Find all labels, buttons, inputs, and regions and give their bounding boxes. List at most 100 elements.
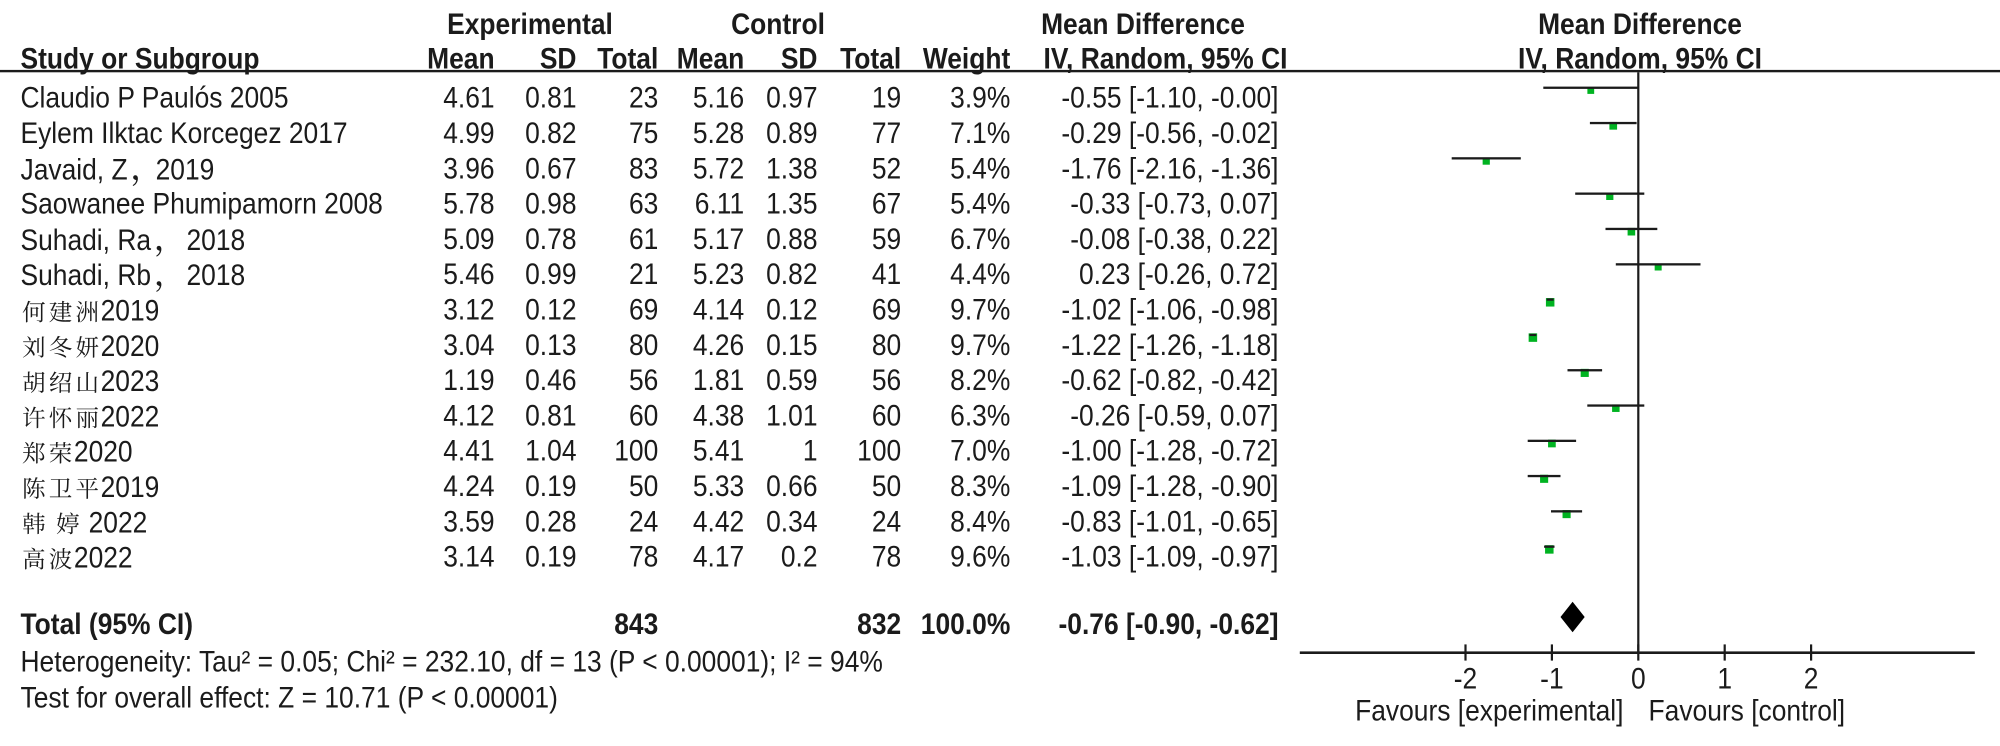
- svg-text:5.28: 5.28: [693, 117, 744, 150]
- svg-text:4.38: 4.38: [693, 399, 744, 432]
- svg-text:-1.00 [-1.28, -0.72]: -1.00 [-1.28, -0.72]: [1061, 434, 1278, 467]
- svg-text:1.81: 1.81: [693, 364, 744, 397]
- svg-text:-1.76 [-2.16, -1.36]: -1.76 [-2.16, -1.36]: [1061, 152, 1278, 185]
- svg-text:Test for overall effect: Z = 1: Test for overall effect: Z = 10.71 (P < …: [21, 681, 558, 714]
- svg-text:Experimental: Experimental: [447, 8, 613, 41]
- svg-text:Suhadi, Rb: Suhadi, Rb: [21, 259, 152, 292]
- svg-text:-0.83 [-1.01, -0.65]: -0.83 [-1.01, -0.65]: [1061, 505, 1278, 538]
- svg-text:9.7%: 9.7%: [950, 293, 1010, 326]
- svg-text:5.41: 5.41: [693, 434, 744, 467]
- svg-text:83: 83: [629, 152, 658, 185]
- svg-text:24: 24: [872, 505, 901, 538]
- svg-text:0.19: 0.19: [525, 540, 576, 573]
- svg-text:-1.09 [-1.28, -0.90]: -1.09 [-1.28, -0.90]: [1061, 470, 1278, 503]
- svg-text:0.81: 0.81: [525, 81, 576, 114]
- svg-text:-0.33 [-0.73, 0.07]: -0.33 [-0.73, 0.07]: [1070, 187, 1278, 220]
- svg-text:0.81: 0.81: [525, 399, 576, 432]
- svg-text:0.28: 0.28: [525, 505, 576, 538]
- svg-text:5.17: 5.17: [693, 223, 744, 256]
- svg-text:-1: -1: [1540, 662, 1563, 695]
- svg-text:0.15: 0.15: [766, 328, 817, 361]
- svg-text:Eylem Ilktac Korcegez 2017: Eylem Ilktac Korcegez 2017: [21, 117, 348, 150]
- svg-text:-0.29 [-0.56, -0.02]: -0.29 [-0.56, -0.02]: [1061, 117, 1278, 150]
- svg-text:80: 80: [629, 328, 658, 361]
- svg-text:4.24: 4.24: [443, 470, 494, 503]
- svg-text:80: 80: [872, 328, 901, 361]
- svg-text:3.59: 3.59: [443, 505, 494, 538]
- svg-text:0.66: 0.66: [766, 470, 817, 503]
- svg-text:Weight: Weight: [923, 42, 1010, 75]
- svg-text:Claudio P Paulós 2005: Claudio P Paulós 2005: [21, 81, 289, 114]
- svg-text:Control: Control: [731, 8, 825, 41]
- svg-text:-0.76 [-0.90, -0.62]: -0.76 [-0.90, -0.62]: [1058, 607, 1278, 640]
- svg-text:-0.08 [-0.38, 0.22]: -0.08 [-0.38, 0.22]: [1070, 223, 1278, 256]
- svg-text:61: 61: [629, 223, 658, 256]
- svg-text:0.99: 0.99: [525, 258, 576, 291]
- svg-text:-1.03 [-1.09, -0.97]: -1.03 [-1.09, -0.97]: [1061, 540, 1278, 573]
- svg-text:4.26: 4.26: [693, 328, 744, 361]
- svg-text:77: 77: [872, 117, 901, 150]
- svg-text:Total (95% CI): Total (95% CI): [21, 607, 194, 640]
- svg-text:1.01: 1.01: [766, 399, 817, 432]
- svg-text:0.12: 0.12: [525, 293, 576, 326]
- svg-text:Mean: Mean: [427, 42, 494, 75]
- svg-text:5.4%: 5.4%: [950, 187, 1010, 220]
- svg-text:Saowanee Phumipamorn 2008: Saowanee Phumipamorn 2008: [21, 187, 383, 220]
- svg-text:1.35: 1.35: [766, 187, 817, 220]
- svg-text:5.16: 5.16: [693, 81, 744, 114]
- svg-text:Heterogeneity: Tau² = 0.05; Ch: Heterogeneity: Tau² = 0.05; Chi² = 232.1…: [21, 645, 883, 678]
- svg-text:78: 78: [629, 540, 658, 573]
- svg-text:SD: SD: [540, 42, 577, 75]
- svg-text:0: 0: [1631, 662, 1646, 695]
- svg-text:4.42: 4.42: [693, 505, 744, 538]
- svg-text:-0.26 [-0.59, 0.07]: -0.26 [-0.59, 0.07]: [1070, 399, 1278, 432]
- svg-text:75: 75: [629, 117, 658, 150]
- svg-text:2019: 2019: [156, 153, 215, 186]
- svg-text:4.41: 4.41: [443, 434, 494, 467]
- svg-text:52: 52: [872, 152, 901, 185]
- svg-text:0.12: 0.12: [766, 293, 817, 326]
- svg-text:Favours [experimental]: Favours [experimental]: [1355, 694, 1623, 727]
- svg-text:56: 56: [872, 364, 901, 397]
- svg-text:-1.22 [-1.26, -1.18]: -1.22 [-1.26, -1.18]: [1061, 328, 1278, 361]
- svg-text:6.11: 6.11: [695, 187, 744, 220]
- svg-text:69: 69: [872, 293, 901, 326]
- svg-text:60: 60: [629, 399, 658, 432]
- svg-text:0.46: 0.46: [525, 364, 576, 397]
- svg-text:0.59: 0.59: [766, 364, 817, 397]
- svg-text:5.4%: 5.4%: [950, 152, 1010, 185]
- svg-text:1.19: 1.19: [443, 364, 494, 397]
- svg-text:5.78: 5.78: [443, 187, 494, 220]
- svg-text:1: 1: [1717, 662, 1732, 695]
- svg-text:2: 2: [1804, 662, 1819, 695]
- svg-text:2018: 2018: [187, 259, 246, 292]
- svg-text:2018: 2018: [187, 224, 246, 257]
- svg-text:3.9%: 3.9%: [950, 81, 1010, 114]
- svg-text:7.0%: 7.0%: [950, 434, 1010, 467]
- svg-text:50: 50: [629, 470, 658, 503]
- svg-text:60: 60: [872, 399, 901, 432]
- svg-text:3.12: 3.12: [443, 293, 494, 326]
- svg-text:Favours [control]: Favours [control]: [1649, 694, 1846, 727]
- svg-text:Study or Subgroup: Study or Subgroup: [21, 42, 260, 75]
- svg-text:0.82: 0.82: [766, 258, 817, 291]
- svg-text:0.88: 0.88: [766, 223, 817, 256]
- svg-text:41: 41: [872, 258, 901, 291]
- svg-text:50: 50: [872, 470, 901, 503]
- svg-text:3.96: 3.96: [443, 152, 494, 185]
- svg-text:3.04: 3.04: [443, 328, 494, 361]
- svg-text:4.61: 4.61: [443, 81, 494, 114]
- svg-text:832: 832: [857, 607, 901, 640]
- svg-text:Mean: Mean: [677, 42, 744, 75]
- svg-text:56: 56: [629, 364, 658, 397]
- svg-text:7.1%: 7.1%: [950, 117, 1010, 150]
- svg-text:-0.55 [-1.10, -0.00]: -0.55 [-1.10, -0.00]: [1061, 81, 1278, 114]
- svg-text:Javaid, Z: Javaid, Z: [21, 153, 128, 186]
- svg-text:4.12: 4.12: [443, 399, 494, 432]
- svg-text:-1.02 [-1.06, -0.98]: -1.02 [-1.06, -0.98]: [1061, 293, 1278, 326]
- svg-text:5.33: 5.33: [693, 470, 744, 503]
- svg-text:21: 21: [629, 258, 658, 291]
- svg-text:4.4%: 4.4%: [950, 258, 1010, 291]
- svg-text:5.72: 5.72: [693, 152, 744, 185]
- svg-text:0.78: 0.78: [525, 223, 576, 256]
